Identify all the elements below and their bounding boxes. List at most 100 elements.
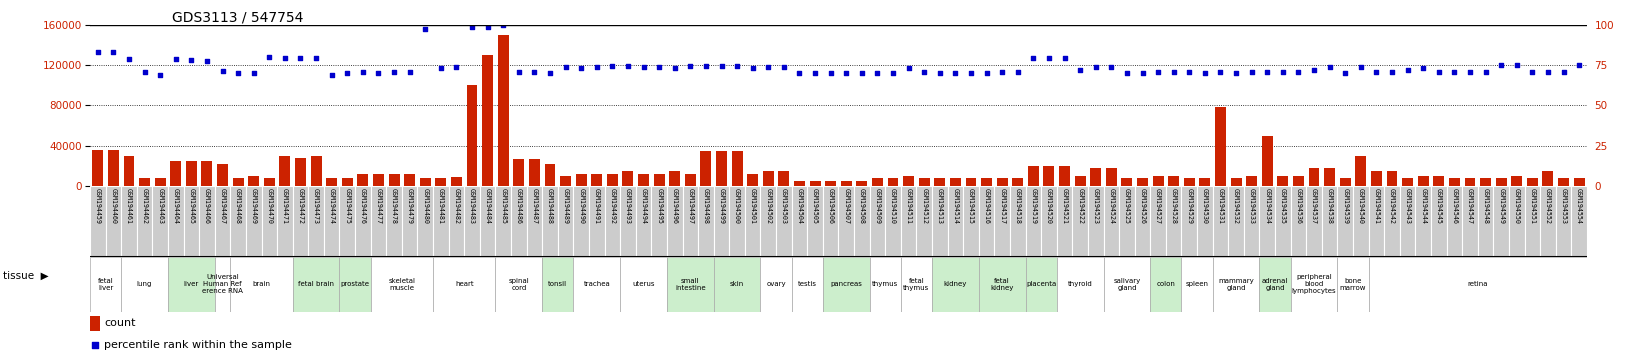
- Bar: [947, 186, 964, 257]
- Bar: [479, 186, 496, 257]
- Text: trachea: trachea: [584, 281, 610, 287]
- Bar: [1495, 178, 1507, 186]
- Bar: [1088, 186, 1104, 257]
- Point: [926, 70, 952, 76]
- Text: GSM194491: GSM194491: [594, 188, 600, 224]
- Text: GSM194526: GSM194526: [1140, 188, 1145, 224]
- Text: heart: heart: [455, 281, 473, 287]
- Bar: [1009, 186, 1026, 257]
- Text: GSM194513: GSM194513: [937, 188, 942, 224]
- Bar: [1261, 136, 1273, 186]
- Bar: [293, 257, 339, 312]
- Text: GSM194547: GSM194547: [1467, 188, 1472, 224]
- Bar: [308, 186, 324, 257]
- Bar: [371, 186, 386, 257]
- Bar: [1135, 186, 1150, 257]
- Text: ovary: ovary: [766, 281, 785, 287]
- Point: [708, 63, 735, 69]
- Bar: [1274, 186, 1291, 257]
- Bar: [1040, 186, 1057, 257]
- Bar: [1384, 186, 1400, 257]
- Point: [411, 245, 437, 251]
- Bar: [1199, 178, 1211, 186]
- Text: GSM194533: GSM194533: [1248, 188, 1255, 224]
- Bar: [1371, 171, 1382, 186]
- Text: GSM194472: GSM194472: [298, 188, 304, 224]
- Text: GSM194537: GSM194537: [1310, 188, 1317, 224]
- Text: GSM194471: GSM194471: [281, 188, 288, 224]
- Bar: [1337, 257, 1369, 312]
- Point: [1472, 69, 1499, 75]
- Bar: [108, 150, 119, 186]
- Point: [1270, 69, 1296, 75]
- Point: [1425, 69, 1451, 75]
- Text: count: count: [105, 318, 136, 329]
- Text: peripheral
blood
lymphocytes: peripheral blood lymphocytes: [1292, 274, 1337, 294]
- Bar: [978, 257, 1026, 312]
- Text: GDS3113 / 547754: GDS3113 / 547754: [172, 11, 303, 25]
- Point: [100, 49, 126, 55]
- Text: GSM194499: GSM194499: [718, 188, 725, 224]
- Bar: [542, 186, 558, 257]
- Text: GSM194534: GSM194534: [1265, 188, 1270, 224]
- Text: GSM194493: GSM194493: [625, 188, 631, 224]
- Text: fetal
kidney: fetal kidney: [990, 278, 1014, 291]
- Point: [1551, 69, 1577, 75]
- Point: [537, 70, 563, 76]
- Text: testis: testis: [798, 281, 816, 287]
- Point: [568, 65, 594, 71]
- Bar: [1557, 178, 1569, 186]
- Bar: [371, 257, 434, 312]
- Point: [85, 49, 111, 55]
- Bar: [964, 186, 978, 257]
- Point: [272, 55, 298, 61]
- Bar: [1058, 166, 1070, 186]
- Point: [226, 70, 252, 76]
- Bar: [919, 178, 929, 186]
- Bar: [340, 186, 355, 257]
- Point: [677, 63, 703, 69]
- Text: GSM194473: GSM194473: [312, 188, 319, 224]
- Text: GSM194483: GSM194483: [470, 188, 474, 224]
- Text: GSM194551: GSM194551: [1530, 188, 1535, 224]
- Bar: [901, 186, 916, 257]
- Text: GSM194468: GSM194468: [236, 188, 240, 224]
- Text: GSM194523: GSM194523: [1093, 188, 1099, 224]
- Point: [1332, 70, 1358, 76]
- Bar: [214, 186, 231, 257]
- Point: [288, 55, 314, 61]
- Bar: [717, 150, 726, 186]
- Bar: [183, 186, 200, 257]
- Text: placenta: placenta: [1026, 281, 1057, 287]
- Bar: [856, 181, 867, 186]
- Bar: [121, 186, 137, 257]
- Text: GSM194518: GSM194518: [1014, 188, 1021, 224]
- Text: GSM194466: GSM194466: [204, 188, 209, 224]
- Bar: [1433, 176, 1445, 186]
- Bar: [1324, 168, 1335, 186]
- Text: GSM194521: GSM194521: [1062, 188, 1068, 224]
- Bar: [1355, 156, 1366, 186]
- Bar: [916, 186, 933, 257]
- Bar: [90, 186, 106, 257]
- Bar: [620, 257, 667, 312]
- Bar: [231, 257, 293, 312]
- Text: GSM194459: GSM194459: [95, 188, 101, 224]
- Text: GSM194535: GSM194535: [1279, 188, 1286, 224]
- Point: [692, 63, 718, 69]
- Bar: [901, 257, 933, 312]
- Point: [1098, 64, 1124, 70]
- Text: GSM194482: GSM194482: [453, 188, 460, 224]
- Bar: [1153, 176, 1163, 186]
- Bar: [744, 186, 761, 257]
- Point: [802, 70, 828, 76]
- Bar: [1119, 186, 1135, 257]
- Text: GSM194554: GSM194554: [1575, 188, 1582, 224]
- Bar: [885, 186, 901, 257]
- Bar: [1494, 186, 1508, 257]
- Text: fetal brain: fetal brain: [298, 281, 334, 287]
- Text: GSM194550: GSM194550: [1513, 188, 1520, 224]
- Bar: [121, 257, 169, 312]
- Text: adrenal
gland: adrenal gland: [1261, 278, 1288, 291]
- Point: [661, 65, 687, 71]
